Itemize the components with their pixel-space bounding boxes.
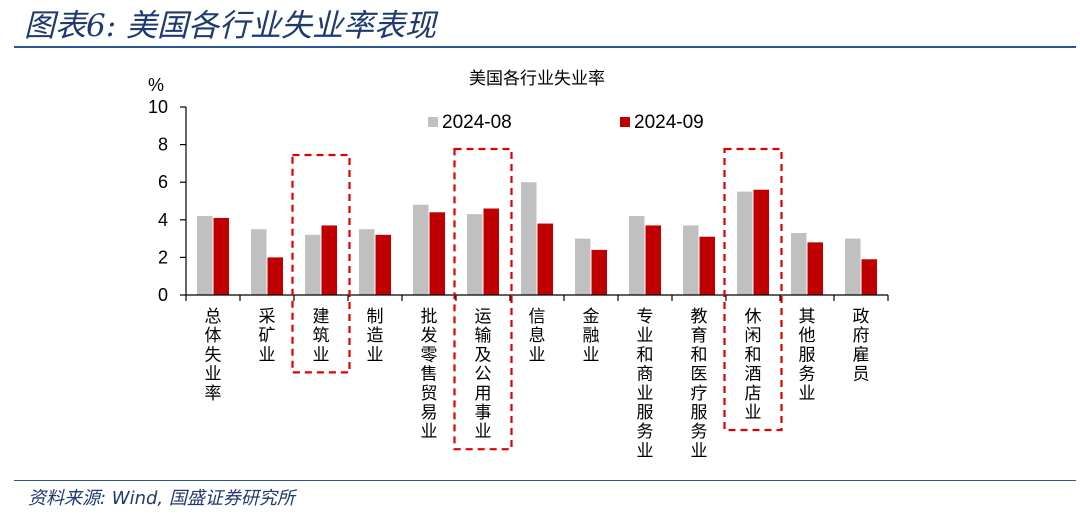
bar-chart: 美国各行业失业率 % 0 2 4 6 8 10 总体失业率 采矿业 建筑业 制造业 批发零售贸易业 运… [148, 69, 889, 461]
highlight-box-建筑业 [291, 153, 351, 374]
x-category-label: 休闲和酒店业 [745, 307, 762, 423]
highlight-box-运输及公用事业 [453, 147, 513, 451]
bar-2024-09-总体失业率 [213, 217, 229, 295]
header-divider [14, 46, 1076, 48]
bar-2024-09-运输及公用事业 [483, 208, 499, 295]
legend-item-2024-09: 2024-09 [620, 112, 704, 133]
bar-2024-08-教育和医疗服务业 [683, 225, 699, 295]
legend-item-2024-08: 2024-08 [428, 112, 512, 133]
y-tick-label: 2 [158, 247, 168, 267]
x-category-label: 金融业 [583, 307, 600, 365]
x-category-label: 制造业 [367, 307, 384, 365]
bar-2024-09-批发零售贸易业 [429, 212, 445, 295]
legend-label: 2024-09 [634, 112, 704, 133]
y-tick-label: 0 [158, 285, 168, 305]
x-category-label: 其他服务业 [799, 307, 816, 404]
bar-2024-08-金融业 [575, 238, 591, 295]
bar-2024-09-其他服务业 [807, 242, 823, 295]
bar-2024-08-建筑业 [305, 234, 321, 295]
bar-2024-08-其他服务业 [791, 232, 807, 295]
x-category-label: 运输及公用事业 [475, 307, 492, 442]
bar-2024-08-专业和商业服务业 [629, 216, 645, 295]
bar-2024-09-教育和医疗服务业 [699, 236, 715, 295]
bar-2024-09-政府雇员 [861, 259, 877, 295]
bar-2024-09-金融业 [591, 249, 607, 295]
x-category-label: 教育和医疗服务业 [691, 307, 708, 461]
highlight-box-休闲和酒店业 [723, 147, 783, 432]
bar-2024-09-建筑业 [321, 225, 337, 295]
x-category-label: 采矿业 [259, 307, 276, 365]
bar-2024-08-政府雇员 [845, 238, 861, 295]
y-tick-label: 8 [158, 135, 168, 155]
y-tick-label: 6 [158, 172, 168, 192]
legend-swatch [620, 117, 630, 127]
x-category-label: 政府雇员 [853, 307, 870, 385]
y-tick-label: 10 [148, 97, 168, 117]
footer-divider [14, 480, 1076, 481]
bar-2024-09-信息业 [537, 223, 553, 295]
y-axis-unit: % [148, 75, 164, 95]
x-category-label: 专业和商业服务业 [637, 307, 654, 461]
bar-2024-08-信息业 [521, 182, 537, 295]
bar-2024-09-制造业 [375, 234, 391, 295]
source-note: 资料来源: Wind, 国盛证券研究所 [28, 488, 295, 509]
bar-2024-08-批发零售贸易业 [413, 204, 429, 295]
chart-title: 美国各行业失业率 [469, 69, 605, 89]
bar-2024-08-休闲和酒店业 [737, 191, 753, 295]
y-tick-label: 4 [158, 210, 168, 230]
x-category-label: 建筑业 [313, 307, 330, 365]
x-category-label: 总体失业率 [205, 307, 222, 404]
x-category-label: 信息业 [529, 307, 546, 365]
bar-2024-08-总体失业率 [197, 216, 213, 295]
page-title: 图表6: 美国各行业失业率表现 [24, 8, 437, 44]
legend-label: 2024-08 [442, 112, 512, 133]
bar-2024-09-休闲和酒店业 [753, 189, 769, 295]
legend-swatch [428, 117, 438, 127]
bar-2024-08-制造业 [359, 229, 375, 295]
bar-2024-08-运输及公用事业 [467, 214, 483, 295]
bar-2024-08-采矿业 [251, 229, 267, 295]
bar-2024-09-专业和商业服务业 [645, 225, 661, 295]
x-category-label: 批发零售贸易业 [421, 307, 438, 442]
bar-2024-09-采矿业 [267, 257, 283, 295]
